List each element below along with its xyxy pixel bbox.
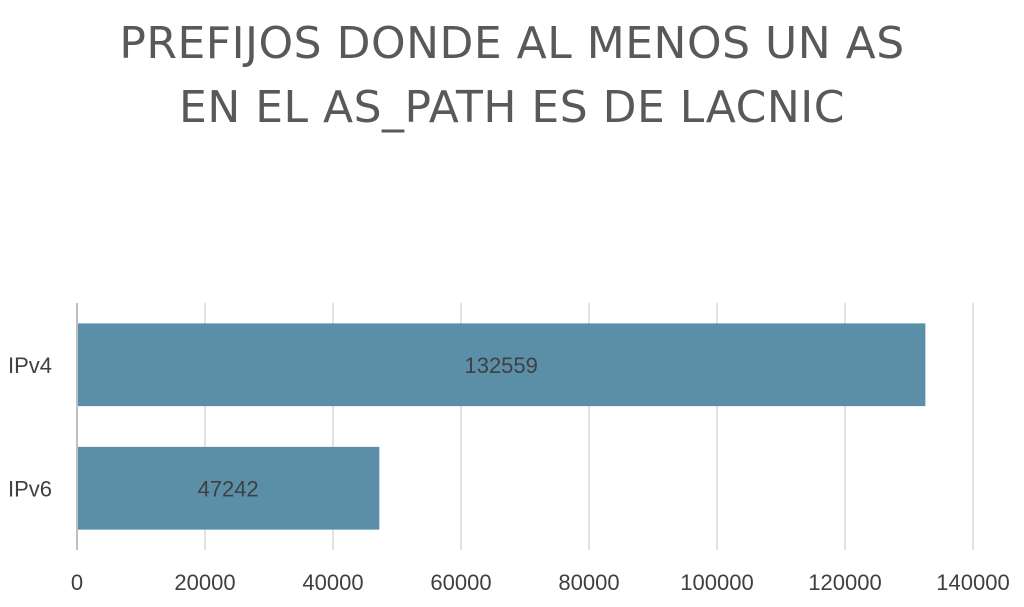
chart-title: PREFIJOS DONDE AL MENOS UN AS EN EL AS_P…	[0, 12, 1024, 140]
x-tick-label: 20000	[174, 570, 235, 595]
data-label: 47242	[198, 476, 259, 501]
data-label: 132559	[464, 353, 537, 378]
category-label: IPv4	[8, 353, 52, 378]
x-tick-label: 80000	[558, 570, 619, 595]
x-tick-label: 0	[71, 570, 83, 595]
x-tick-label: 40000	[302, 570, 363, 595]
category-label: IPv6	[8, 476, 52, 501]
bar-ipv4	[77, 323, 926, 407]
bars	[77, 323, 926, 530]
x-tick-label: 100000	[680, 570, 753, 595]
x-tick-label: 140000	[936, 570, 1009, 595]
bar-ipv6	[77, 446, 380, 530]
x-tick-label: 120000	[808, 570, 881, 595]
x-tick-label: 60000	[430, 570, 491, 595]
chart-title-line-1: PREFIJOS DONDE AL MENOS UN AS	[119, 18, 905, 69]
labels: 0 20000 40000 60000 80000 100000 120000 140000 I…	[8, 353, 1010, 595]
chart-title-line-2: EN EL AS_PATH ES DE LACNIC	[179, 82, 845, 133]
